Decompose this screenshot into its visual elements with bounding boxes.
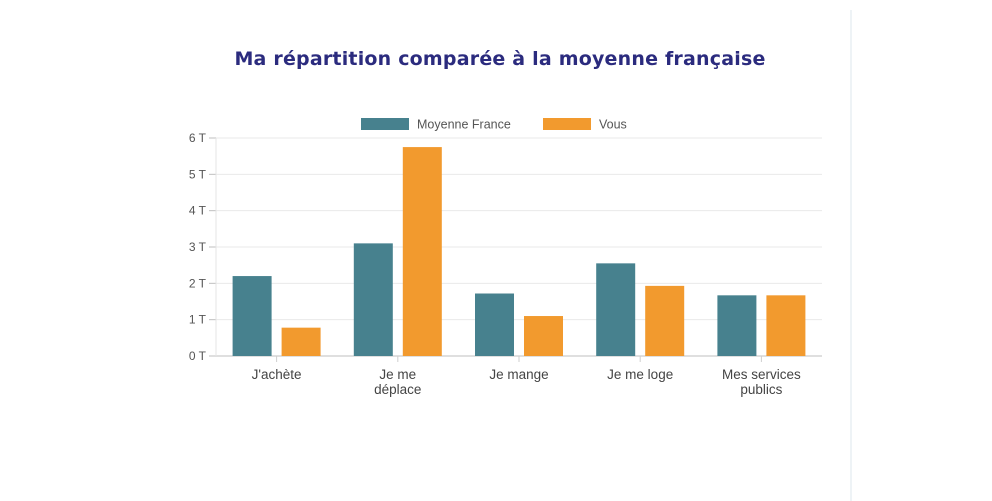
bar-vous [766, 295, 806, 356]
x-tick-label-line: Je me loge [607, 367, 673, 382]
x-tick-label-line: publics [740, 382, 782, 397]
bar-moyenne-france [353, 243, 393, 356]
x-tick-label: Je me loge [607, 367, 673, 382]
legend-swatch [361, 118, 409, 130]
x-tick-label-line: J'achète [252, 367, 302, 382]
x-tick-label: J'achète [252, 367, 302, 382]
bar-moyenne-france [717, 295, 757, 356]
right-edge-divider [850, 10, 852, 501]
bar-moyenne-france [475, 293, 514, 356]
y-tick-label: 3 T [189, 240, 207, 254]
bar-moyenne-france [232, 276, 272, 356]
x-tick-label: Je mange [489, 367, 548, 382]
y-tick-label: 0 T [189, 349, 207, 363]
y-tick-label: 2 T [189, 276, 207, 290]
legend-label: Moyenne France [417, 118, 511, 132]
x-tick-label-line: Mes services [722, 367, 801, 382]
y-tick-label: 6 T [189, 131, 207, 145]
y-tick-label: 4 T [189, 204, 207, 218]
bar-vous [524, 316, 563, 356]
x-tick-label-line: Je me [379, 367, 416, 382]
x-tick-label: Mes services publics [722, 367, 801, 397]
y-tick-label: 5 T [189, 167, 207, 181]
x-tick-label-line: Je mange [489, 367, 548, 382]
y-tick-label: 1 T [189, 313, 207, 327]
chart-title: Ma répartition comparée à la moyenne fra… [234, 48, 766, 70]
bar-moyenne-france [596, 263, 636, 356]
x-tick-label: Je me déplace [374, 367, 421, 397]
legend-label: Vous [599, 118, 627, 132]
bar-vous [402, 147, 442, 356]
bar-vous [645, 285, 685, 356]
bar-vous [281, 327, 321, 356]
legend-swatch [543, 118, 591, 130]
x-tick-label-line: déplace [374, 382, 421, 397]
